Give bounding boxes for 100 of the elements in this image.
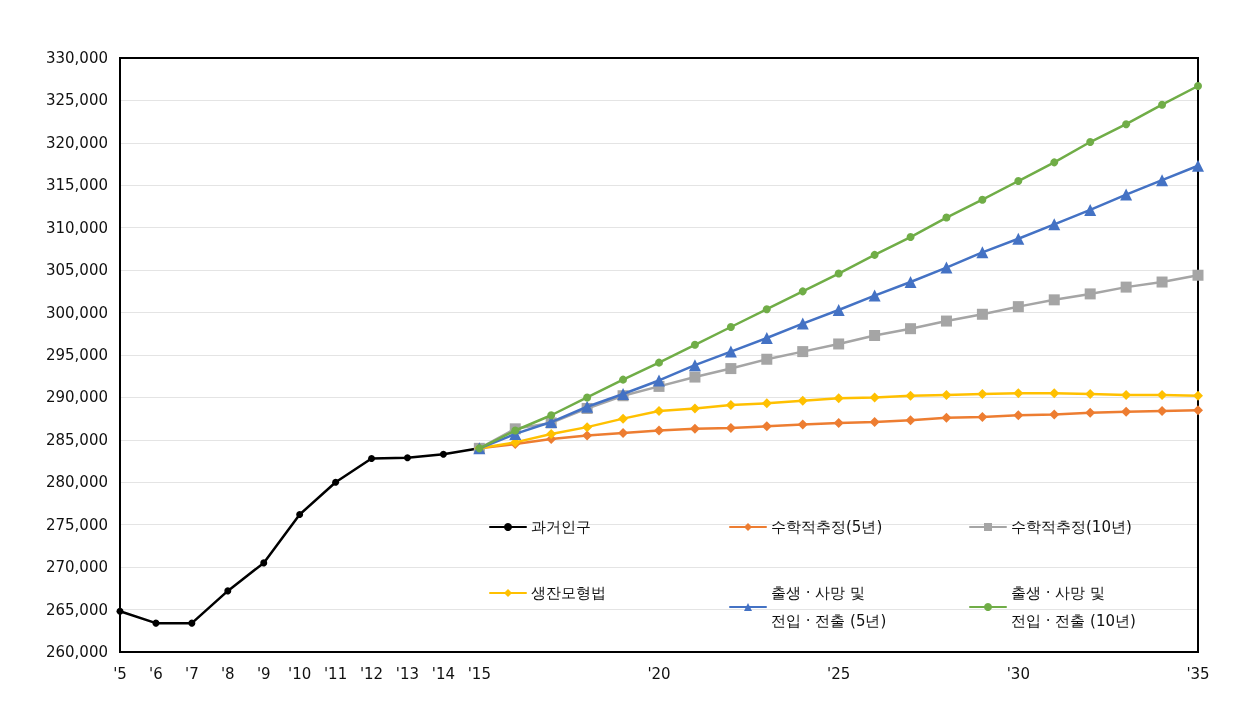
point (1050, 158, 1059, 167)
point (976, 246, 989, 259)
point (798, 287, 807, 296)
point (689, 403, 700, 414)
point (619, 375, 628, 384)
legend-label: 생잔모형법 (531, 584, 606, 602)
point (152, 619, 160, 627)
legend-label: 출생 · 사망 및 전입 · 전출 (5년) (771, 584, 887, 630)
y-tick-label: 330,000 (45, 49, 108, 67)
y-tick-label: 295,000 (45, 346, 108, 364)
point (1158, 100, 1167, 109)
point (439, 450, 447, 458)
point (1012, 232, 1025, 245)
point (546, 428, 557, 439)
point (1192, 159, 1204, 172)
point (582, 430, 593, 441)
y-tick-label: 305,000 (45, 261, 108, 280)
x-tick-label: '30 (1006, 664, 1030, 683)
point (1084, 288, 1096, 300)
y-tick-label: 325,000 (45, 91, 108, 110)
point (761, 421, 772, 432)
y-tick-label: 260,000 (45, 643, 108, 661)
x-tick-label: '20 (647, 664, 671, 683)
x-tick-label: '14 (431, 664, 456, 683)
point (618, 428, 629, 439)
point (904, 276, 917, 289)
point (870, 250, 879, 259)
point (1085, 407, 1096, 418)
point (941, 389, 952, 400)
point (941, 412, 952, 423)
y-tick-label: 315,000 (45, 176, 108, 195)
point (761, 353, 773, 365)
point (905, 323, 917, 335)
point (977, 389, 988, 400)
point (1156, 174, 1169, 187)
legend-label: 과거인구 (531, 518, 591, 536)
point (1193, 405, 1203, 416)
y-tick-label: 300,000 (45, 303, 108, 322)
point (547, 411, 556, 420)
point (690, 340, 699, 349)
point (1122, 120, 1131, 129)
point (1194, 82, 1202, 90)
point (977, 411, 988, 422)
point (689, 423, 700, 434)
point (760, 332, 773, 345)
point (403, 454, 411, 462)
point (834, 269, 843, 278)
point (1048, 218, 1061, 231)
point (296, 511, 304, 519)
point (762, 305, 771, 314)
legend-label: 수학적추정(5년) (771, 518, 883, 536)
y-tick-label: 280,000 (45, 473, 108, 492)
point (655, 358, 663, 367)
x-tick-label: '8 (220, 664, 235, 683)
legend-label: 수학적추정(10년) (1011, 518, 1132, 536)
point (942, 213, 951, 222)
point (905, 415, 916, 426)
x-tick-label: '11 (323, 664, 348, 683)
point (796, 317, 809, 330)
point (832, 304, 845, 317)
point (689, 371, 701, 383)
point (1193, 390, 1203, 401)
point (976, 308, 988, 320)
x-tick-label: '7 (185, 664, 199, 683)
point (1120, 188, 1133, 201)
point (978, 195, 987, 204)
x-tick-label: '5 (113, 664, 127, 683)
point (1121, 406, 1132, 417)
point (797, 395, 808, 406)
point (188, 619, 196, 627)
point (582, 422, 593, 433)
point (260, 559, 268, 567)
point (1120, 281, 1132, 293)
x-tick-label: '9 (256, 664, 271, 683)
x-tick-label: '35 (1186, 664, 1210, 683)
x-tick-label: '15 (467, 664, 491, 683)
point (1012, 301, 1024, 313)
y-tick-label: 290,000 (45, 388, 108, 407)
y-tick-label: 310,000 (45, 218, 108, 237)
x-tick-label: '13 (395, 664, 420, 683)
y-tick-label: 270,000 (45, 558, 108, 577)
point (368, 455, 376, 463)
point (1086, 138, 1095, 147)
point (1014, 177, 1023, 186)
point (583, 393, 592, 402)
point (224, 587, 232, 595)
point (725, 363, 737, 375)
point (654, 425, 664, 436)
point (833, 338, 845, 350)
point (797, 419, 808, 430)
point (726, 323, 735, 331)
point (1084, 203, 1097, 216)
legend-label: 출생 · 사망 및 전입 · 전출 (10년) (1011, 584, 1136, 630)
point (940, 315, 952, 327)
point (869, 329, 881, 341)
point (1013, 388, 1024, 399)
point (116, 607, 124, 615)
point (1192, 269, 1204, 281)
point (1013, 410, 1024, 421)
x-tick-label: '25 (827, 664, 851, 683)
